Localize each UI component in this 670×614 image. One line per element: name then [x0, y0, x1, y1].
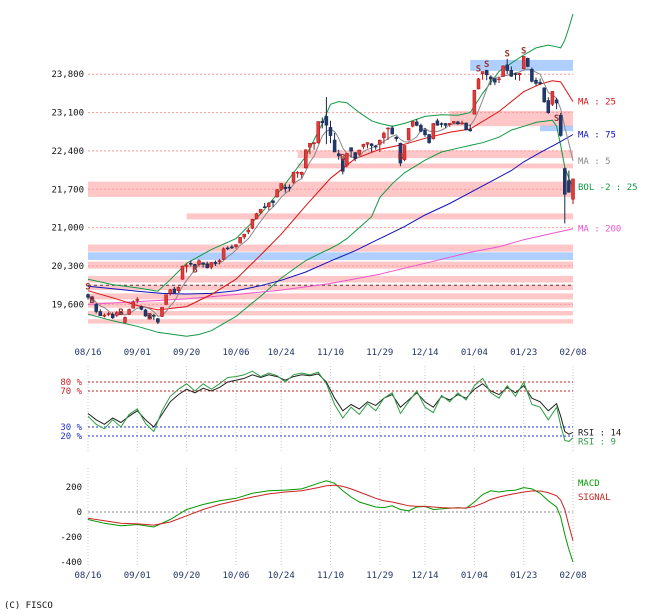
- svg-text:B: B: [147, 312, 153, 322]
- svg-text:10/06: 10/06: [222, 348, 249, 358]
- svg-text:SIGNAL: SIGNAL: [578, 493, 611, 503]
- svg-text:RSI : 9: RSI : 9: [578, 437, 616, 447]
- svg-text:70 %: 70 %: [60, 387, 82, 397]
- svg-text:B: B: [118, 308, 124, 318]
- svg-text:20,300: 20,300: [51, 262, 84, 272]
- macd-panel: 200 0 -200 -400 MACD SIGNAL: [60, 468, 611, 568]
- svg-text:09/20: 09/20: [173, 571, 200, 581]
- svg-text:20 %: 20 %: [60, 432, 82, 442]
- svg-text:12/14: 12/14: [411, 348, 438, 358]
- zones-layer: [88, 59, 573, 324]
- svg-text:B: B: [340, 154, 346, 164]
- svg-text:MA : 5: MA : 5: [578, 157, 611, 167]
- svg-text:RSI : 14: RSI : 14: [578, 428, 621, 438]
- svg-text:19,600: 19,600: [51, 300, 84, 310]
- svg-text:23,100: 23,100: [51, 109, 84, 119]
- svg-text:B: B: [89, 296, 95, 306]
- svg-text:10/24: 10/24: [268, 348, 295, 358]
- svg-text:09/20: 09/20: [173, 348, 200, 358]
- svg-text:S: S: [484, 60, 489, 70]
- svg-text:11/10: 11/10: [317, 571, 344, 581]
- svg-text:S: S: [521, 47, 526, 57]
- svg-text:MACD: MACD: [578, 479, 600, 489]
- price-grid: 23,800 23,100 22,400 21,700 21,000 20,300 19,6…: [51, 70, 573, 310]
- svg-text:S: S: [476, 65, 481, 75]
- date-axis-top: 08/16 09/01 09/20 10/06 10/24 11/10 11/29 12/14…: [74, 348, 586, 358]
- svg-text:01/23: 01/23: [510, 571, 537, 581]
- svg-text:MA : 200: MA : 200: [578, 225, 621, 235]
- svg-text:MA : 25: MA : 25: [578, 98, 616, 108]
- svg-text:MA : 75: MA : 75: [578, 130, 616, 140]
- svg-text:B: B: [398, 152, 404, 162]
- svg-text:08/16: 08/16: [74, 348, 101, 358]
- copyright-label: (C) FISCO: [4, 601, 53, 611]
- svg-text:11/10: 11/10: [317, 348, 344, 358]
- svg-text:21,000: 21,000: [51, 224, 84, 234]
- svg-text:21,700: 21,700: [51, 185, 84, 195]
- svg-text:S: S: [504, 49, 509, 59]
- svg-text:S: S: [85, 282, 90, 292]
- svg-text:BOL -2 : 25: BOL -2 : 25: [578, 183, 638, 193]
- candles-layer: [86, 56, 575, 325]
- svg-text:09/01: 09/01: [124, 348, 151, 358]
- svg-text:200: 200: [66, 483, 82, 493]
- svg-text:12/14: 12/14: [411, 571, 438, 581]
- svg-text:0: 0: [77, 508, 82, 518]
- svg-text:02/08: 02/08: [559, 348, 586, 358]
- svg-text:S: S: [554, 114, 559, 124]
- svg-text:02/08: 02/08: [559, 571, 586, 581]
- svg-text:23,800: 23,800: [51, 70, 84, 80]
- trade-markers: SBB BBB BS SS SS: [85, 47, 559, 323]
- svg-text:11/29: 11/29: [366, 348, 393, 358]
- svg-text:22,400: 22,400: [51, 147, 84, 157]
- date-axis-bottom: 08/16 09/01 09/20 10/06 10/24 11/10 11/29 12/14…: [74, 571, 586, 581]
- svg-text:09/01: 09/01: [124, 571, 151, 581]
- svg-text:30 %: 30 %: [60, 423, 82, 433]
- svg-text:11/29: 11/29: [366, 571, 393, 581]
- svg-text:-400: -400: [60, 558, 82, 568]
- svg-text:-200: -200: [60, 533, 82, 543]
- overlay-legend: MA : 25 MA : 75 MA : 5 BOL -2 : 25 MA : 200: [578, 98, 638, 235]
- svg-text:01/04: 01/04: [461, 348, 488, 358]
- svg-text:08/16: 08/16: [74, 571, 101, 581]
- svg-text:01/04: 01/04: [461, 571, 488, 581]
- svg-text:B: B: [192, 265, 198, 275]
- svg-text:01/23: 01/23: [510, 348, 537, 358]
- svg-text:10/06: 10/06: [222, 571, 249, 581]
- svg-text:80 %: 80 %: [60, 378, 82, 388]
- svg-text:10/24: 10/24: [268, 571, 295, 581]
